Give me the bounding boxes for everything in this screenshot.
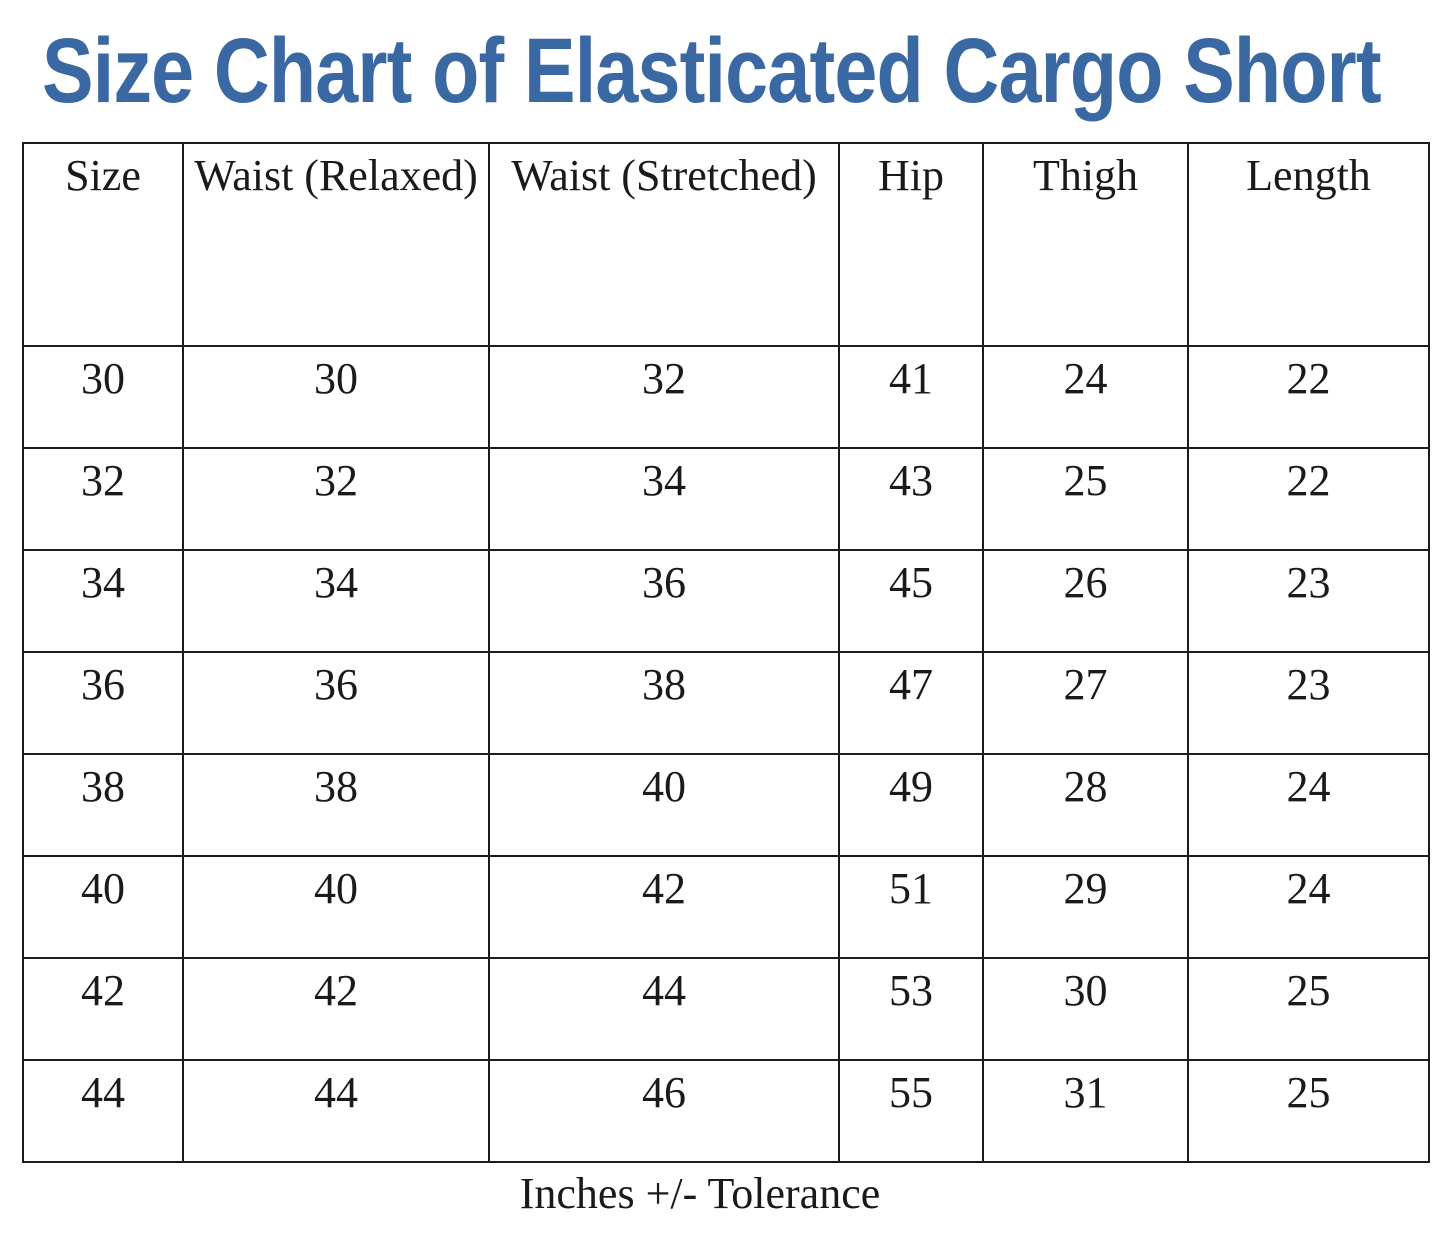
cell-waist-relaxed: 44 bbox=[182, 1059, 490, 1163]
table-row: 34 34 36 45 26 23 bbox=[22, 549, 1430, 653]
cell-hip: 51 bbox=[838, 855, 984, 959]
column-header-waist-relaxed: Waist (Relaxed) bbox=[182, 142, 490, 347]
table-row: 42 42 44 53 30 25 bbox=[22, 957, 1430, 1061]
cell-hip: 53 bbox=[838, 957, 984, 1061]
cell-thigh: 30 bbox=[982, 957, 1189, 1061]
cell-hip: 49 bbox=[838, 753, 984, 857]
cell-waist-stretched: 40 bbox=[488, 753, 840, 857]
cell-size: 32 bbox=[22, 447, 184, 551]
table-row: 44 44 46 55 31 25 bbox=[22, 1059, 1430, 1163]
cell-length: 22 bbox=[1187, 345, 1430, 449]
table-row: 30 30 32 41 24 22 bbox=[22, 345, 1430, 449]
cell-waist-relaxed: 30 bbox=[182, 345, 490, 449]
cell-hip: 47 bbox=[838, 651, 984, 755]
cell-hip: 41 bbox=[838, 345, 984, 449]
cell-length: 22 bbox=[1187, 447, 1430, 551]
column-header-thigh: Thigh bbox=[982, 142, 1189, 347]
table-header-row: Size Waist (Relaxed) Waist (Stretched) H… bbox=[22, 142, 1430, 347]
cell-thigh: 24 bbox=[982, 345, 1189, 449]
column-header-hip: Hip bbox=[838, 142, 984, 347]
cell-waist-stretched: 32 bbox=[488, 345, 840, 449]
cell-size: 36 bbox=[22, 651, 184, 755]
cell-length: 25 bbox=[1187, 957, 1430, 1061]
cell-size: 38 bbox=[22, 753, 184, 857]
cell-thigh: 31 bbox=[982, 1059, 1189, 1163]
cell-length: 24 bbox=[1187, 753, 1430, 857]
size-chart-table: Size Waist (Relaxed) Waist (Stretched) H… bbox=[22, 142, 1430, 1163]
cell-hip: 45 bbox=[838, 549, 984, 653]
cell-waist-relaxed: 32 bbox=[182, 447, 490, 551]
table-row: 36 36 38 47 27 23 bbox=[22, 651, 1430, 755]
column-header-size: Size bbox=[22, 142, 184, 347]
page-title: Size Chart of Elasticated Cargo Short bbox=[42, 20, 1382, 122]
cell-waist-stretched: 36 bbox=[488, 549, 840, 653]
cell-hip: 55 bbox=[838, 1059, 984, 1163]
cell-thigh: 28 bbox=[982, 753, 1189, 857]
cell-waist-relaxed: 42 bbox=[182, 957, 490, 1061]
column-header-waist-stretched: Waist (Stretched) bbox=[488, 142, 840, 347]
cell-length: 23 bbox=[1187, 651, 1430, 755]
cell-waist-relaxed: 40 bbox=[182, 855, 490, 959]
cell-thigh: 26 bbox=[982, 549, 1189, 653]
cell-waist-stretched: 34 bbox=[488, 447, 840, 551]
cell-waist-relaxed: 36 bbox=[182, 651, 490, 755]
cell-waist-stretched: 38 bbox=[488, 651, 840, 755]
cell-thigh: 27 bbox=[982, 651, 1189, 755]
cell-size: 44 bbox=[22, 1059, 184, 1163]
table-row: 40 40 42 51 29 24 bbox=[22, 855, 1430, 959]
cell-waist-stretched: 44 bbox=[488, 957, 840, 1061]
cell-length: 25 bbox=[1187, 1059, 1430, 1163]
cell-waist-relaxed: 38 bbox=[182, 753, 490, 857]
table-row: 32 32 34 43 25 22 bbox=[22, 447, 1430, 551]
cell-size: 42 bbox=[22, 957, 184, 1061]
table-row: 38 38 40 49 28 24 bbox=[22, 753, 1430, 857]
cell-waist-stretched: 46 bbox=[488, 1059, 840, 1163]
cell-size: 30 bbox=[22, 345, 184, 449]
cell-waist-relaxed: 34 bbox=[182, 549, 490, 653]
cell-size: 40 bbox=[22, 855, 184, 959]
cell-size: 34 bbox=[22, 549, 184, 653]
cell-hip: 43 bbox=[838, 447, 984, 551]
cell-waist-stretched: 42 bbox=[488, 855, 840, 959]
cell-thigh: 25 bbox=[982, 447, 1189, 551]
tolerance-footnote: Inches +/- Tolerance bbox=[519, 1169, 881, 1218]
cell-length: 23 bbox=[1187, 549, 1430, 653]
column-header-length: Length bbox=[1187, 142, 1430, 347]
cell-length: 24 bbox=[1187, 855, 1430, 959]
cell-thigh: 29 bbox=[982, 855, 1189, 959]
